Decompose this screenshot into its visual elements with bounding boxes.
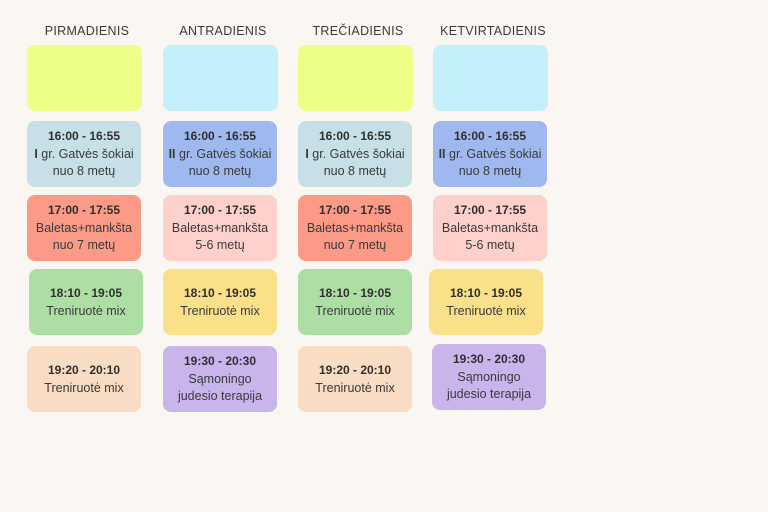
class-detail: judesio terapija: [177, 389, 263, 403]
class-title: Baletas+mankšta: [172, 220, 268, 237]
class-card[interactable]: 17:00 - 17:55 Baletas+mankšta 5-6 metų: [163, 195, 277, 261]
day-header-block: [298, 45, 413, 111]
class-card[interactable]: 19:30 - 20:30 Sąmoningo judesio terapija: [432, 344, 546, 410]
class-title-text: Treniruotė mix: [44, 380, 124, 395]
class-title-text: Baletas+mankšta: [35, 221, 133, 235]
day-heading: PIRMADIENIS: [44, 24, 130, 38]
class-title: Baletas+mankšta: [307, 220, 403, 237]
class-title: Treniruotė mix: [44, 380, 123, 397]
class-title-text: Treniruotė mix: [315, 303, 395, 318]
class-time: 16:00 - 16:55: [453, 129, 527, 143]
day-header-block: [433, 45, 548, 111]
class-title: Baletas+mankšta: [442, 220, 538, 237]
day-header-block: [27, 45, 142, 111]
class-detail: 5-6 metų: [195, 238, 245, 252]
class-card[interactable]: 16:00 - 16:55 I gr. Gatvės šokiai nuo 8 me…: [27, 121, 141, 187]
class-title-text: Sąmoningo: [188, 372, 252, 386]
group-numeral: II: [168, 147, 176, 161]
class-time: 16:00 - 16:55: [318, 129, 392, 143]
class-time: 17:00 - 17:55: [453, 203, 527, 217]
class-title: I gr. Gatvės šokiai: [34, 146, 133, 163]
class-card[interactable]: 18:10 - 19:05 Treniruotė mix: [298, 269, 412, 335]
class-detail: judesio terapija: [446, 387, 532, 401]
class-card[interactable]: 18:10 - 19:05 Treniruotė mix: [163, 269, 277, 335]
class-time: 17:00 - 17:55: [47, 203, 121, 217]
class-card[interactable]: 19:30 - 20:30 Sąmoningo judesio terapija: [163, 346, 277, 412]
class-card[interactable]: 18:10 - 19:05 Treniruotė mix: [29, 269, 143, 335]
day-heading: KETVIRTADIENIS: [440, 24, 546, 38]
group-numeral: II: [438, 147, 446, 161]
class-title: Baletas+mankšta: [36, 220, 132, 237]
class-title: Treniruotė mix: [46, 303, 125, 320]
class-title-text: Baletas+mankšta: [441, 221, 539, 235]
class-card[interactable]: 19:20 - 20:10 Treniruotė mix: [27, 346, 141, 412]
class-card[interactable]: 16:00 - 16:55 II gr. Gatvės šokiai nuo 8 m…: [433, 121, 547, 187]
class-detail: nuo 8 metų: [188, 164, 252, 178]
class-title-text: Baletas+mankšta: [171, 221, 269, 235]
class-card[interactable]: 19:20 - 20:10 Treniruotė mix: [298, 346, 412, 412]
class-detail: 5-6 metų: [465, 238, 515, 252]
class-time: 16:00 - 16:55: [183, 129, 257, 143]
class-time: 19:20 - 20:10: [318, 362, 392, 377]
class-title-text: gr. Gatvės šokiai: [175, 147, 272, 161]
class-title: Sąmoningo: [188, 371, 251, 388]
class-title-text: gr. Gatvės šokiai: [445, 147, 542, 161]
class-title-text: Sąmoningo: [457, 370, 521, 384]
class-title: Treniruotė mix: [315, 380, 394, 397]
class-card[interactable]: 17:00 - 17:55 Baletas+mankšta nuo 7 metų: [298, 195, 412, 261]
class-time: 17:00 - 17:55: [183, 203, 257, 217]
class-time: 18:10 - 19:05: [183, 285, 257, 300]
class-title-text: gr. Gatvės šokiai: [37, 147, 134, 161]
class-detail: nuo 8 metų: [52, 164, 116, 178]
class-card[interactable]: 16:00 - 16:55 I gr. Gatvės šokiai nuo 8 me…: [298, 121, 412, 187]
class-card[interactable]: 18:10 - 19:05 Treniruotė mix: [429, 269, 543, 335]
class-title: Treniruotė mix: [180, 303, 259, 320]
class-title: II gr. Gatvės šokiai: [169, 146, 272, 163]
class-title-text: Baletas+mankšta: [306, 221, 404, 235]
day-heading: TREČIADIENIS: [312, 24, 404, 38]
class-time: 16:00 - 16:55: [47, 129, 121, 143]
class-title-text: Treniruotė mix: [315, 380, 395, 395]
class-title: Treniruotė mix: [315, 303, 394, 320]
class-title: Treniruotė mix: [446, 303, 525, 320]
class-title: II gr. Gatvės šokiai: [439, 146, 542, 163]
group-numeral: I: [34, 147, 38, 161]
class-card[interactable]: 16:00 - 16:55 II gr. Gatvės šokiai nuo 8 m…: [163, 121, 277, 187]
class-detail: nuo 7 metų: [52, 238, 116, 252]
class-time: 19:30 - 20:30: [452, 352, 526, 366]
class-title-text: Treniruotė mix: [46, 303, 126, 318]
class-title: I gr. Gatvės šokiai: [305, 146, 404, 163]
class-time: 18:10 - 19:05: [449, 285, 523, 300]
class-time: 17:00 - 17:55: [318, 203, 392, 217]
class-detail: nuo 7 metų: [323, 238, 387, 252]
day-heading: ANTRADIENIS: [179, 24, 267, 38]
class-detail: nuo 8 metų: [458, 164, 522, 178]
class-time: 19:30 - 20:30: [183, 354, 257, 368]
class-time: 19:20 - 20:10: [47, 362, 121, 377]
class-card[interactable]: 17:00 - 17:55 Baletas+mankšta nuo 7 metų: [27, 195, 141, 261]
class-time: 18:10 - 19:05: [49, 285, 123, 300]
class-time: 18:10 - 19:05: [318, 285, 392, 300]
class-title: Sąmoningo: [457, 369, 520, 386]
class-card[interactable]: 17:00 - 17:55 Baletas+mankšta 5-6 metų: [433, 195, 547, 261]
class-detail: nuo 8 metų: [323, 164, 387, 178]
class-title-text: Treniruotė mix: [180, 303, 260, 318]
class-title-text: gr. Gatvės šokiai: [308, 147, 405, 161]
group-numeral: I: [305, 147, 309, 161]
class-title-text: Treniruotė mix: [446, 303, 526, 318]
day-header-block: [163, 45, 278, 111]
